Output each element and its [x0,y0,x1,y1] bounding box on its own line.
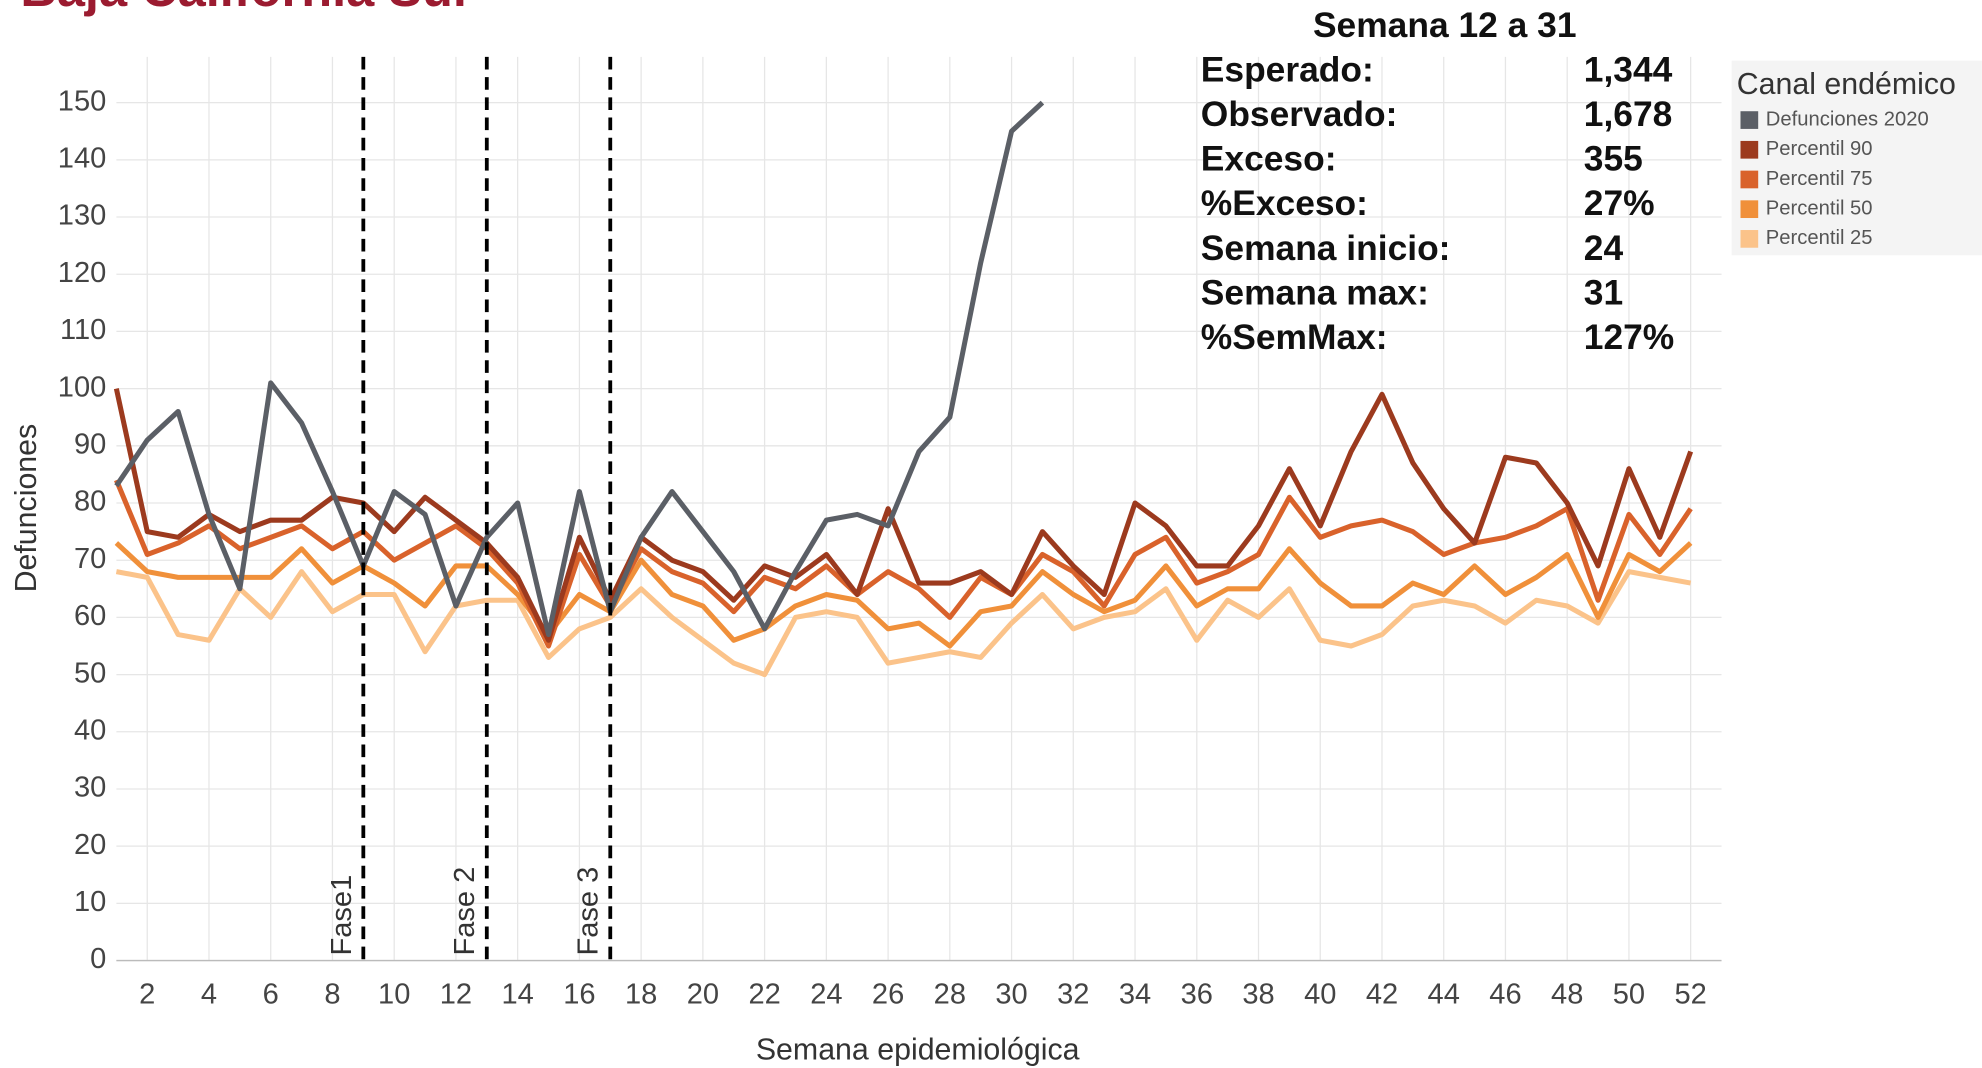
x-tick-label: 50 [1613,979,1645,1011]
summary-label: Exceso: [1201,140,1337,179]
legend-title: Canal endémico [1737,68,1956,101]
legend-swatch [1740,230,1759,248]
y-tick-label: 30 [74,772,106,804]
x-tick-label: 40 [1304,979,1336,1011]
x-tick-label: 48 [1551,979,1583,1011]
y-tick-label: 10 [74,886,106,918]
x-tick-label: 8 [324,979,340,1011]
legend-label: Percentil 90 [1766,138,1873,160]
x-tick-label: 4 [201,979,217,1011]
series-line [114,541,1693,649]
x-tick-label: 20 [687,979,719,1011]
series-line [114,100,1045,638]
phase-label: Fase1 [326,875,358,956]
summary-label: Esperado: [1201,50,1374,89]
x-tick-label: 10 [378,979,410,1011]
x-tick-label: 42 [1366,979,1398,1011]
x-tick-label: 12 [440,979,472,1011]
series-line [114,479,1693,649]
legend-label: Percentil 50 [1766,198,1873,220]
x-tick-label: 6 [263,979,279,1011]
x-tick-label: 36 [1181,979,1213,1011]
summary-label: %SemMax: [1201,318,1388,357]
summary-value: 31 [1584,273,1623,312]
legend-swatch [1740,140,1759,159]
phase-label: Fase 3 [573,867,605,956]
x-tick-label: 26 [872,979,904,1011]
x-tick-label: 28 [934,979,966,1011]
y-tick-label: 70 [74,543,106,575]
legend-swatch [1740,111,1759,129]
y-tick-label: 140 [58,142,106,174]
x-axis-title: Semana epidemiológica [756,1034,1080,1067]
y-tick-label: 40 [74,714,106,746]
x-tick-label: 2 [139,979,155,1011]
x-tick-label: 22 [748,979,780,1011]
y-tick-label: 0 [90,943,106,975]
x-tick-label: 18 [625,979,657,1011]
x-tick-label: 38 [1242,979,1274,1011]
legend-box [1731,60,1982,256]
y-tick-label: 50 [74,657,106,689]
summary-value: 1,344 [1584,50,1673,89]
series-line [115,569,1692,678]
phase-label: Fase 2 [449,867,481,956]
legend-label: Percentil 75 [1766,168,1873,190]
x-tick-label: 16 [563,979,595,1011]
x-tick-label: 52 [1675,979,1707,1011]
summary-value: 27% [1584,184,1655,223]
chart-title: Baja California Sur [20,0,472,17]
legend-label: Percentil 25 [1766,227,1873,249]
y-tick-label: 90 [74,428,106,460]
y-tick-label: 120 [58,257,106,289]
y-tick-label: 150 [58,85,106,117]
y-tick-label: 100 [58,371,106,403]
summary-label: Semana max: [1201,273,1429,312]
y-tick-label: 110 [60,314,106,346]
x-tick-label: 44 [1428,979,1460,1011]
series-line [113,388,1694,643]
y-axis-title: Defunciones [10,424,43,593]
y-tick-label: 80 [74,486,106,518]
x-tick-label: 14 [502,979,534,1011]
summary-value: 127% [1584,318,1674,357]
summary-value: 1,678 [1584,95,1673,134]
x-tick-label: 46 [1489,979,1521,1011]
legend-swatch [1740,200,1759,219]
legend-label: Defunciones 2020 [1766,108,1929,130]
y-tick-label: 130 [58,200,106,232]
x-tick-label: 24 [810,979,842,1011]
summary-value: 355 [1584,140,1643,179]
y-tick-label: 20 [74,829,106,861]
summary-title: Semana 12 a 31 [1313,6,1577,45]
summary-value: 24 [1584,229,1624,268]
summary-label: %Exceso: [1201,184,1368,223]
x-tick-label: 32 [1057,979,1089,1011]
summary-label: Semana inicio: [1201,229,1451,268]
x-tick-label: 30 [995,979,1027,1011]
summary-label: Observado: [1201,95,1398,134]
x-tick-label: 34 [1119,979,1151,1011]
legend-swatch [1740,170,1759,189]
y-tick-label: 60 [74,600,106,632]
